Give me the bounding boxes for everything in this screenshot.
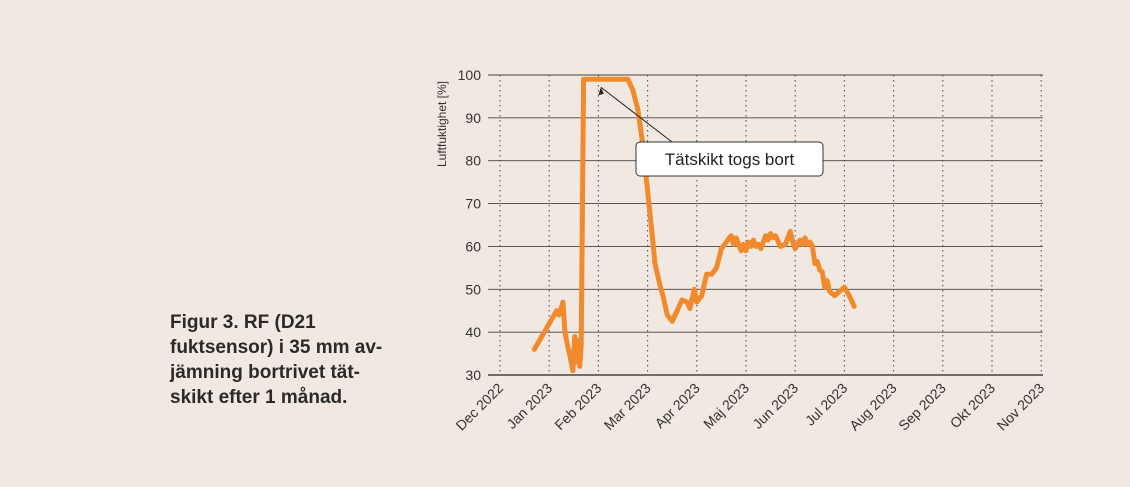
- y-tick-label: 100: [458, 67, 482, 83]
- figure-caption: Figur 3. RF (D21 fuktsensor) i 35 mm av-…: [170, 310, 410, 410]
- y-tick-label: 70: [465, 196, 481, 212]
- annotation-box: [635, 141, 824, 177]
- y-tick-label: 30: [465, 367, 481, 383]
- x-tick-label: Jul 2023: [802, 380, 851, 429]
- x-tick-label: Dec 2022: [452, 380, 506, 434]
- x-tick-label: Jun 2023: [749, 380, 801, 432]
- x-tick-label: Apr 2023: [651, 380, 703, 432]
- y-tick-label: 90: [465, 110, 481, 126]
- y-tick-label: 80: [465, 153, 481, 169]
- caption-line: fuktsensor) i 35 mm av-: [170, 337, 383, 358]
- caption-line: Figur 3. RF (D21: [170, 312, 316, 333]
- caption-line: jämning bortrivet tät-: [170, 362, 361, 383]
- x-tick-label: Jan 2023: [503, 380, 555, 432]
- y-tick-label: 60: [465, 238, 481, 254]
- x-tick-label: Okt 2023: [947, 380, 999, 432]
- x-tick-label: Mar 2023: [601, 380, 654, 433]
- x-tick-label: Feb 2023: [551, 380, 604, 433]
- x-tick-label: Maj 2023: [700, 380, 752, 432]
- data-series: [531, 76, 857, 374]
- annotation-arrow-head: [598, 87, 604, 96]
- y-tick-label: 40: [465, 324, 481, 340]
- x-tick-label: Sep 2023: [895, 380, 949, 434]
- annotation-text: Tätskikt togs bort: [665, 150, 795, 169]
- x-tick-label: Nov 2023: [994, 380, 1048, 434]
- caption-line: skikt efter 1 månad.: [170, 387, 348, 408]
- y-axis-label: Luftfuktighet [%]: [435, 81, 449, 167]
- annotation: Tätskikt togs bort: [598, 86, 824, 177]
- x-tick-label: Aug 2023: [846, 380, 900, 434]
- annotation-arrow-line: [600, 86, 673, 143]
- humidity-series-line: [531, 76, 857, 374]
- grid: [488, 74, 1043, 376]
- y-tick-label: 50: [465, 281, 481, 297]
